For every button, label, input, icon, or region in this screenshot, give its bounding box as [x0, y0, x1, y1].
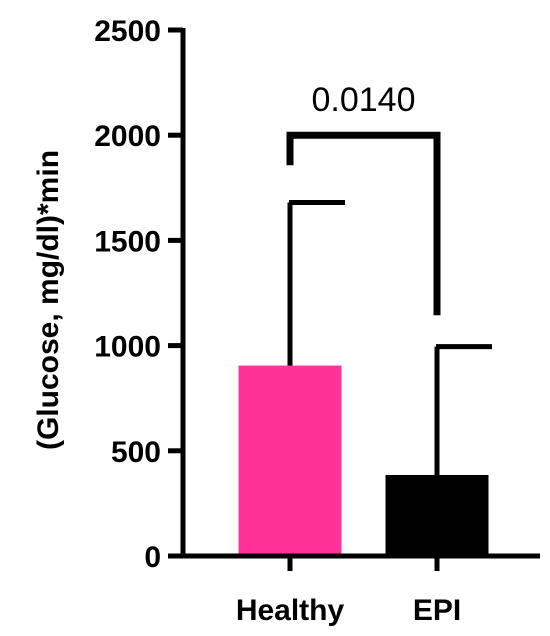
category-label-epi: EPI — [413, 594, 461, 627]
category-labels: Healthy EPI — [236, 556, 461, 627]
bar-healthy — [238, 365, 342, 556]
y-tick-label: 0 — [144, 541, 161, 574]
y-tick-label: 2500 — [94, 15, 161, 48]
y-axis-title: (Glucose, mg/dl)*min — [32, 150, 65, 450]
bars — [238, 365, 489, 556]
y-tick-label: 1500 — [94, 225, 161, 258]
y-tick-label: 2000 — [94, 120, 161, 153]
category-label-healthy: Healthy — [236, 594, 345, 627]
y-tick-label: 1000 — [94, 331, 161, 364]
p-value-label: 0.0140 — [312, 81, 416, 119]
bar-epi — [385, 474, 489, 556]
significance-annotation: 0.0140 — [286, 81, 441, 316]
y-tick-label: 500 — [111, 436, 161, 469]
significance-bracket — [286, 131, 441, 316]
error-bars — [287, 200, 492, 475]
y-axis-ticks: 0 500 1000 1500 2000 2500 — [94, 15, 183, 574]
